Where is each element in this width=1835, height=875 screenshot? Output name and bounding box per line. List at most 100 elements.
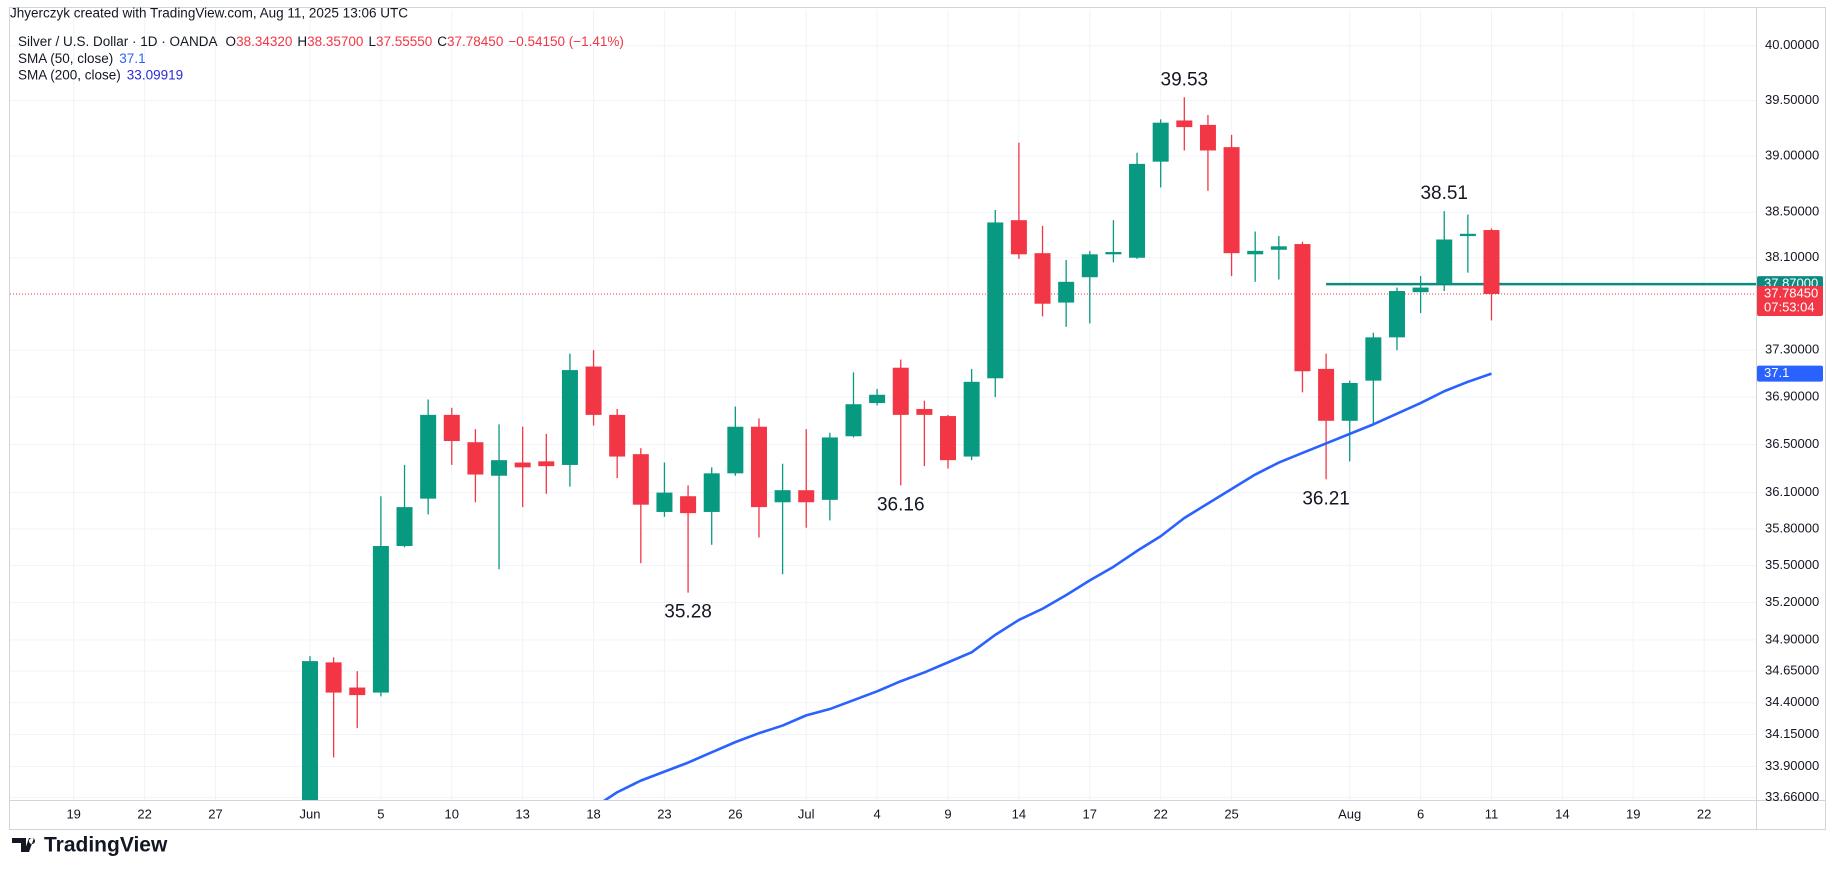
candle-body [1129,163,1146,258]
candle-body [1105,252,1122,255]
y-tick-label: 34.15000 [1765,726,1819,741]
y-tick-label: 37.30000 [1765,342,1819,357]
candle-body [1459,233,1476,237]
plot-area [10,97,1756,800]
candle-body [1412,287,1429,293]
candle-body [443,414,460,442]
brand: TradingView [44,834,168,857]
candle-body [798,490,815,503]
candle-body [1058,281,1075,303]
candle-body [656,492,673,512]
ohlc-value: 38.34320 [236,34,292,49]
candle-body [987,222,1004,379]
indicator-name: SMA (50, close) [18,51,113,66]
price-tag [1757,285,1823,316]
x-tick-label: 14 [1555,806,1569,821]
y-tick-label: 40.00000 [1765,37,1819,52]
ohlc-key: C [437,34,447,49]
candle-body [869,394,886,404]
annotation: 35.28 [664,602,712,623]
price-tag [1757,365,1823,382]
x-tick-label: Aug [1338,806,1361,821]
indicator-name: SMA (200, close) [18,67,121,82]
price-tag-label: 37.1 [1764,365,1789,380]
candle-body [1199,124,1216,151]
candle-body [561,370,578,465]
candle-body [963,381,980,457]
chart-frame [9,7,1826,830]
ohlc-value: 38.35700 [307,34,363,49]
candle-body [940,416,957,461]
grid [10,10,1756,800]
ohlc-value: 37.78450 [447,34,503,49]
indicator-value: 37.1 [119,51,145,66]
credit: Jhyerczyk created with TradingView.com, … [10,6,408,21]
candle-body [467,442,484,475]
candle-body [1010,220,1027,255]
candle-body [514,462,531,468]
candle-body [420,414,437,499]
ohlc-key: L [368,34,376,49]
candle-body [892,367,909,415]
symbol-line: Silver / U.S. Dollar · 1D · OANDA O38.343… [18,34,624,49]
x-tick-label: 22 [1153,806,1167,821]
x-tick-label: Jun [300,806,321,821]
legend: Jhyerczyk created with TradingView.com, … [10,6,624,83]
candle-body [1436,239,1453,283]
footer-logo: TradingView [12,834,168,857]
x-tick-label: 17 [1083,806,1097,821]
candle-body [585,366,602,415]
candle-body [750,426,767,508]
x-tick-label: 26 [728,806,742,821]
y-tick-label: 36.50000 [1765,436,1819,451]
y-tick-label: 38.10000 [1765,249,1819,264]
x-tick-label: 9 [944,806,951,821]
y-tick-label: 35.20000 [1765,594,1819,609]
indicator-legend: SMA (200, close) 33.09919 [18,67,183,82]
candle-body [1247,250,1264,255]
candle-body [1152,122,1169,162]
candle-body [821,437,838,500]
axes: 40.00000 39.50000 39.00000 38.50000 38.10000… [66,37,1823,821]
candle-body [1365,337,1382,381]
candle-body [349,687,366,696]
x-tick-label: 23 [657,806,671,821]
candle-body [1388,291,1405,338]
x-tick-label: 10 [445,806,459,821]
candle-body [325,662,342,693]
x-tick-label: Jul [798,806,815,821]
y-tick-label: 39.50000 [1765,92,1819,107]
y-tick-label: 36.90000 [1765,389,1819,404]
y-tick-label: 39.00000 [1765,147,1819,162]
x-tick-label: 18 [586,806,600,821]
annotation: 39.53 [1161,69,1209,90]
logo-icon [12,838,36,852]
candle-body [703,473,720,512]
candle-body [396,507,413,547]
candle-body [727,426,744,474]
candle-body [1341,382,1358,421]
candle-body [302,661,318,800]
candle-body [538,461,555,467]
annotation: 36.16 [877,494,925,515]
x-tick-label: 6 [1417,806,1424,821]
price-tag-label: 37.78450 [1764,285,1818,300]
countdown: 07:53:04 [1764,299,1815,314]
y-tick-label: 35.80000 [1765,520,1819,535]
candle-body [1483,230,1500,294]
annotation: 38.51 [1420,183,1468,204]
x-tick-label: 22 [137,806,151,821]
candle-body [632,454,649,505]
candle-body [491,460,508,476]
candle-body [372,546,389,693]
x-tick-label: 22 [1697,806,1711,821]
change: −0.54150 (−1.41%) [508,34,624,49]
candle-body [774,490,791,503]
candle-body [1294,244,1311,372]
x-tick-label: 14 [1012,806,1026,821]
candle-body [680,496,697,514]
y-tick-label: 34.65000 [1765,663,1819,678]
symbol: Silver / U.S. Dollar · 1D · OANDA [18,34,218,49]
x-tick-label: 4 [874,806,881,821]
